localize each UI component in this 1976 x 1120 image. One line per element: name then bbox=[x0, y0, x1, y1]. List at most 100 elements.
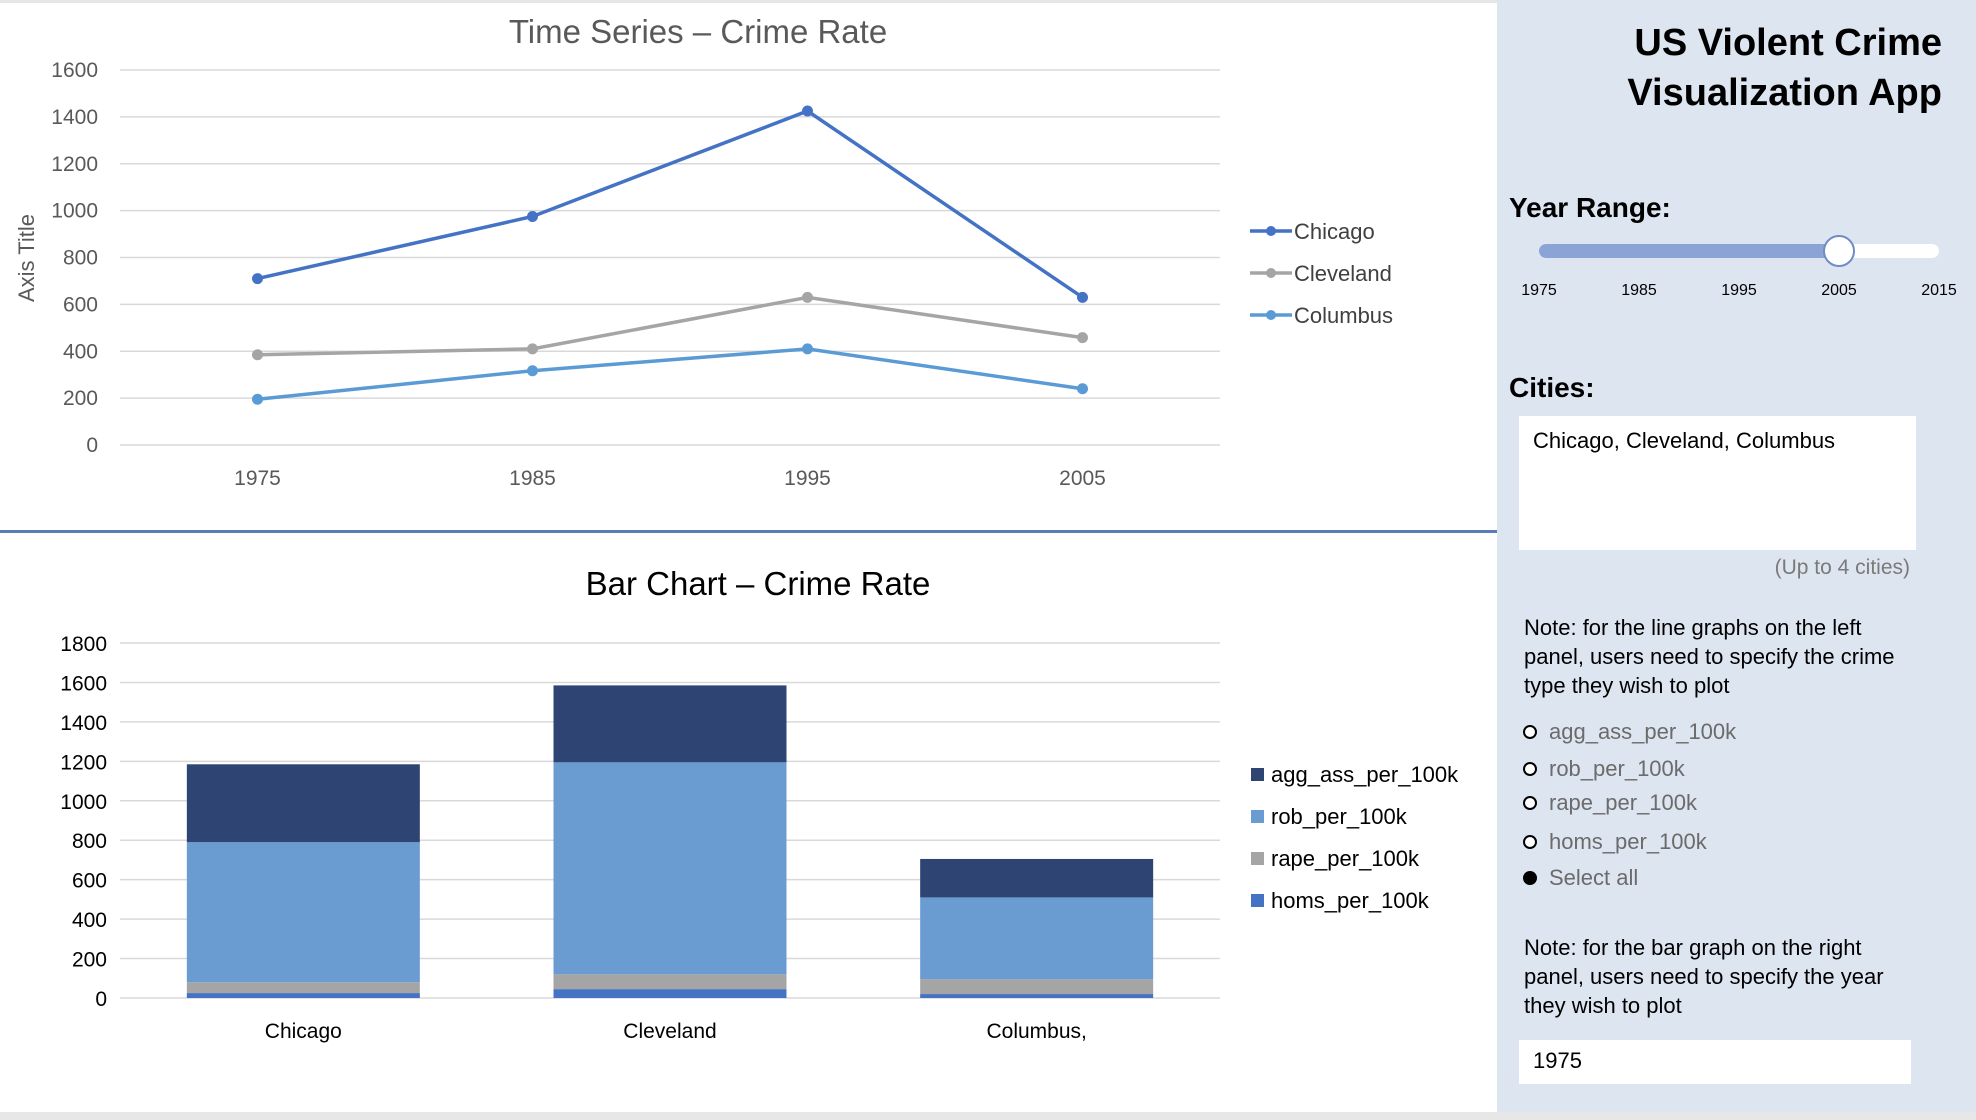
bar-segment-homs-per-100k bbox=[920, 994, 1154, 998]
y-tick-label: 1800 bbox=[60, 633, 107, 656]
crime-option-rob[interactable]: rob_per_100k bbox=[1523, 755, 1685, 783]
legend-marker bbox=[1266, 268, 1276, 278]
app-title: US Violent Crime Visualization App bbox=[1522, 18, 1942, 118]
data-point bbox=[1077, 383, 1088, 395]
crime-option-agg-ass[interactable]: agg_ass_per_100k bbox=[1523, 718, 1736, 746]
x-tick-label: 1995 bbox=[784, 467, 831, 490]
data-point bbox=[802, 343, 813, 355]
y-tick-label: 1200 bbox=[51, 153, 98, 176]
y-tick-label: 1600 bbox=[51, 59, 98, 82]
legend-marker bbox=[1266, 226, 1276, 236]
y-tick-label: 1400 bbox=[60, 712, 107, 735]
legend-swatch bbox=[1251, 852, 1264, 865]
line-chart-y-axis-title: Axis Title bbox=[14, 214, 39, 302]
y-tick-label: 1200 bbox=[60, 751, 107, 774]
y-tick-label: 800 bbox=[63, 247, 98, 270]
x-tick-label: 1985 bbox=[509, 467, 556, 490]
year-range-tick-label: 1975 bbox=[1521, 282, 1557, 299]
legend-label: agg_ass_per_100k bbox=[1271, 762, 1459, 787]
legend-label: Chicago bbox=[1294, 219, 1375, 244]
y-tick-label: 600 bbox=[63, 293, 98, 316]
bar-segment-rob-per-100k bbox=[553, 762, 787, 975]
year-range-slider[interactable] bbox=[1539, 244, 1939, 258]
crime-option-label: rape_per_100k bbox=[1549, 790, 1698, 815]
bar-segment-homs-per-100k bbox=[186, 993, 420, 998]
y-tick-label: 800 bbox=[72, 830, 107, 853]
line-graph-note: Note: for the line graphs on the left pa… bbox=[1524, 613, 1924, 700]
data-point bbox=[802, 105, 813, 117]
year-range-tick-label: 2015 bbox=[1921, 282, 1957, 299]
y-tick-label: 400 bbox=[72, 909, 107, 932]
crime-option-homs[interactable]: homs_per_100k bbox=[1523, 828, 1707, 856]
radio-button[interactable] bbox=[1523, 725, 1537, 739]
cities-limit-hint: (Up to 4 cities) bbox=[1774, 556, 1910, 579]
series-line-cleveland bbox=[257, 295, 1083, 357]
year-range-label: Year Range: bbox=[1509, 192, 1671, 223]
data-point bbox=[252, 273, 263, 285]
legend-swatch bbox=[1251, 894, 1264, 907]
legend-marker bbox=[1266, 310, 1276, 320]
data-point bbox=[802, 291, 813, 303]
legend-label: rob_per_100k bbox=[1271, 804, 1408, 829]
radio-button[interactable] bbox=[1523, 835, 1537, 849]
legend-swatch bbox=[1251, 810, 1264, 823]
data-point bbox=[252, 393, 263, 405]
data-point bbox=[527, 343, 538, 355]
x-tick-label: Chicago bbox=[265, 1020, 342, 1043]
bar-segment-rob-per-100k bbox=[186, 842, 420, 983]
year-range-selected-fill bbox=[1539, 244, 1839, 258]
line-graph-note-line: Note: for the line graphs on the left bbox=[1524, 615, 1862, 640]
bar-graph-note-line: they wish to plot bbox=[1524, 993, 1682, 1018]
bar-segment-agg-ass-per-100k bbox=[920, 858, 1154, 898]
y-tick-label: 1000 bbox=[51, 200, 98, 223]
cities-input[interactable]: Chicago, Cleveland, Columbus bbox=[1519, 416, 1916, 550]
data-point bbox=[252, 349, 263, 361]
bar-graph-note-line: panel, users need to specify the year bbox=[1524, 964, 1884, 989]
radio-button[interactable] bbox=[1523, 762, 1537, 776]
panel-divider bbox=[0, 530, 1497, 533]
year-range-tick-label: 2005 bbox=[1821, 282, 1857, 299]
crime-option-label: agg_ass_per_100k bbox=[1549, 719, 1737, 744]
charts-panel: Time Series – Crime Rate Axis Title 0 200… bbox=[0, 0, 1497, 1043]
bar-segment-rape-per-100k bbox=[186, 982, 420, 994]
y-tick-label: 200 bbox=[63, 387, 98, 410]
bar-segment-homs-per-100k bbox=[553, 989, 787, 998]
year-range-tick-label: 1995 bbox=[1721, 282, 1757, 299]
legend-swatch bbox=[1251, 768, 1264, 781]
crime-option-label: Select all bbox=[1549, 865, 1639, 890]
data-point bbox=[1077, 291, 1088, 303]
y-tick-label: 1400 bbox=[51, 106, 98, 129]
data-point bbox=[1077, 332, 1088, 344]
line-chart-title: Time Series – Crime Rate bbox=[509, 13, 887, 50]
app-title-line-2: Visualization App bbox=[1627, 72, 1942, 114]
legend-label: Columbus bbox=[1294, 303, 1393, 328]
y-tick-label: 600 bbox=[72, 870, 107, 893]
bar-segment-agg-ass-per-100k bbox=[553, 685, 787, 763]
bar-chart-title: Bar Chart – Crime Rate bbox=[586, 565, 931, 602]
bar-graph-note: Note: for the bar graph on the right pan… bbox=[1524, 933, 1924, 1020]
app-title-line-1: US Violent Crime bbox=[1634, 22, 1942, 64]
data-point bbox=[527, 210, 538, 222]
y-tick-label: 400 bbox=[63, 340, 98, 363]
series-line-columbus bbox=[257, 347, 1083, 402]
bar-year-input[interactable]: 1975 bbox=[1519, 1040, 1911, 1084]
crime-option-select-all[interactable]: Select all bbox=[1523, 864, 1638, 892]
bar-segment-rape-per-100k bbox=[920, 979, 1154, 995]
series-line-chicago bbox=[257, 109, 1084, 299]
radio-button-selected[interactable] bbox=[1523, 871, 1537, 885]
control-sidebar: US Violent Crime Visualization App Year … bbox=[1497, 0, 1976, 1112]
bar-segment-rape-per-100k bbox=[553, 974, 787, 990]
cities-label: Cities: bbox=[1509, 372, 1595, 403]
year-range-tick-label: 1985 bbox=[1621, 282, 1657, 299]
bar-chart: Bar Chart – Crime Rate 0 200 400 600 800 1000… bbox=[60, 565, 1459, 1043]
legend-label: rape_per_100k bbox=[1271, 846, 1420, 871]
y-tick-label: 0 bbox=[86, 434, 98, 457]
crime-option-label: rob_per_100k bbox=[1549, 756, 1685, 781]
year-range-slider-thumb[interactable] bbox=[1823, 235, 1855, 267]
legend-label: Cleveland bbox=[1294, 261, 1392, 286]
radio-button[interactable] bbox=[1523, 796, 1537, 810]
x-tick-label: 2005 bbox=[1059, 467, 1106, 490]
window-bottom-edge bbox=[0, 1112, 1976, 1120]
line-graph-note-line: type they wish to plot bbox=[1524, 673, 1730, 698]
crime-option-rape[interactable]: rape_per_100k bbox=[1523, 789, 1697, 817]
